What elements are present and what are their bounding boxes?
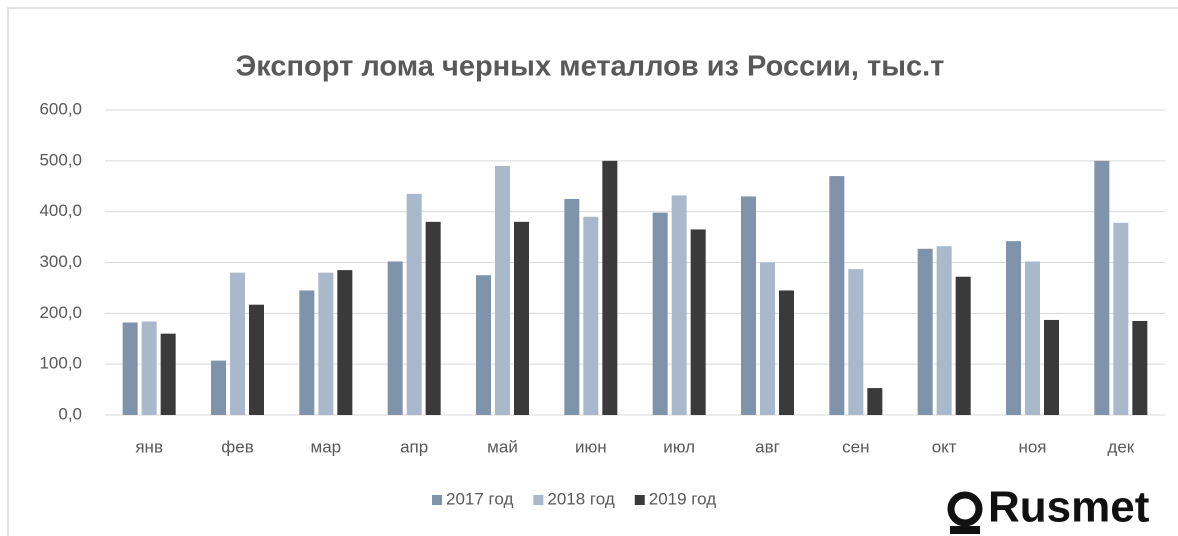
bar	[690, 229, 706, 415]
x-tick-label: сен	[842, 437, 869, 456]
bar	[211, 360, 226, 415]
x-tick-label: июл	[663, 437, 695, 456]
x-tick-label: ноя	[1018, 437, 1046, 456]
bar	[1044, 319, 1059, 415]
chart-title: Экспорт лома черных металлов из России, …	[236, 51, 945, 83]
bar	[760, 262, 775, 415]
logo: Rusmet	[947, 483, 1150, 534]
bar	[917, 248, 933, 415]
legend-swatch	[634, 495, 645, 505]
y-tick-label: 400,0	[39, 201, 82, 220]
bar	[1006, 241, 1021, 415]
x-tick-label: авг	[755, 437, 780, 456]
y-tick-label: 600,0	[39, 99, 82, 118]
bar	[1025, 261, 1040, 415]
x-tick-label: апр	[400, 437, 428, 456]
bar	[564, 198, 580, 415]
bar	[160, 333, 176, 415]
bar	[122, 322, 138, 415]
bar	[829, 176, 845, 415]
bar	[671, 195, 687, 415]
bar	[602, 160, 618, 415]
bar	[406, 193, 422, 415]
bar	[495, 165, 510, 415]
bar	[141, 321, 157, 415]
x-tick-label: окт	[932, 437, 957, 456]
bar	[514, 221, 529, 415]
bar	[476, 275, 491, 415]
bar	[1132, 320, 1148, 415]
bar	[230, 272, 245, 415]
bar	[955, 276, 971, 415]
x-tick-label: янв	[135, 437, 163, 456]
bar	[848, 269, 864, 415]
bar	[249, 304, 264, 415]
x-tick-label: фев	[221, 437, 253, 456]
y-tick-label: 500,0	[39, 150, 82, 169]
bar	[779, 290, 794, 415]
x-tick-label: дек	[1107, 437, 1134, 456]
bar	[425, 221, 441, 415]
bar	[299, 290, 315, 415]
bar	[867, 388, 883, 415]
x-tick-label: май	[487, 437, 518, 456]
chart-border	[7, 7, 1178, 536]
bar	[337, 270, 353, 415]
logo-text: Rusmet	[988, 483, 1150, 532]
bar	[583, 216, 599, 415]
bar	[1094, 160, 1110, 415]
y-tick-label: 0,0	[58, 404, 82, 423]
legend-label: 2019 год	[649, 489, 716, 508]
logo-icon-base	[950, 526, 980, 534]
y-tick-label: 100,0	[39, 354, 82, 373]
x-tick-label: мар	[311, 437, 342, 456]
bar	[652, 212, 668, 415]
y-tick-label: 300,0	[39, 252, 82, 271]
logo-icon	[947, 491, 983, 527]
bar	[936, 246, 952, 415]
bar	[741, 196, 756, 415]
bar	[387, 261, 403, 415]
bar	[318, 272, 334, 415]
bar	[1113, 222, 1129, 415]
legend-label: 2017 год	[446, 489, 513, 508]
x-tick-label: июн	[575, 437, 607, 456]
legend-swatch	[533, 495, 544, 505]
y-tick-label: 200,0	[39, 303, 82, 322]
legend-swatch	[432, 495, 442, 505]
legend-label: 2018 год	[547, 489, 614, 508]
